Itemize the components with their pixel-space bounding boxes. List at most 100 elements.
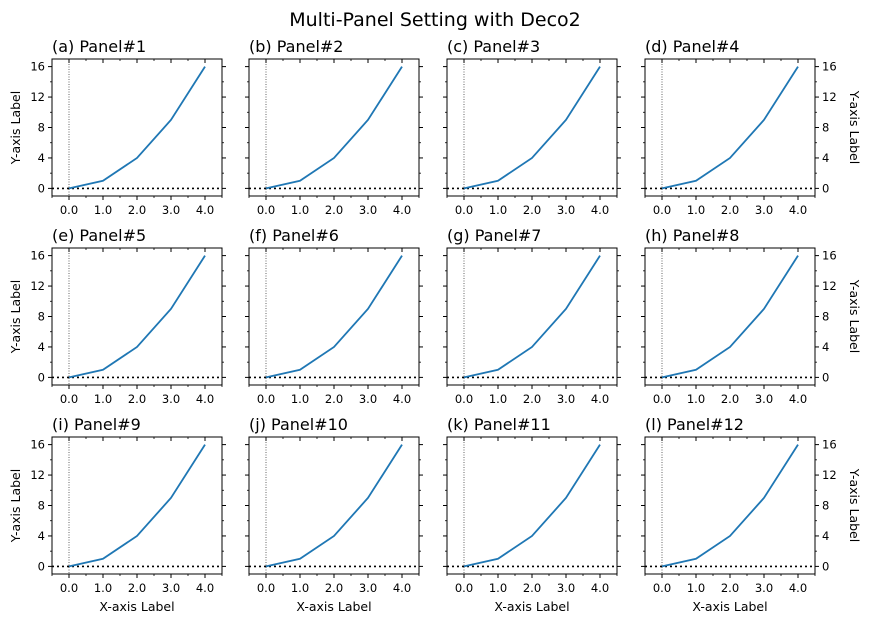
panel-3: (c) Panel#3 0.0 1.0 2.0 3.0 4.0 — [443, 37, 621, 217]
x-tick-label: 4.0 — [591, 581, 609, 595]
x-tick-label: 1.0 — [94, 392, 112, 406]
series-line — [265, 255, 403, 379]
y-tick-label: 12 — [30, 90, 45, 104]
y-axis-label-right: Y-axis Label — [847, 279, 862, 353]
y-tick-label-right: 4 — [822, 340, 829, 354]
x-tick-label: 4.0 — [591, 392, 609, 406]
y-tick-label: 16 — [30, 438, 45, 452]
x-tick-label: 3.0 — [557, 203, 575, 217]
y-tick-label: 12 — [30, 468, 45, 482]
panel-10: (j) Panel#10 0.0 1.0 2.0 3.0 4.0 X-axis Label — [245, 415, 423, 614]
y-tick-label: 4 — [38, 151, 45, 165]
panel-4: (d) Panel#4 0.0 1.0 2.0 3.0 4.0 0 4 8 12 16 Y-axis … — [641, 37, 862, 217]
x-tick-label: 4.0 — [789, 581, 807, 595]
y-tick-label-right: 0 — [822, 181, 829, 195]
series-line — [661, 444, 799, 568]
y-tick-label: 4 — [38, 340, 45, 354]
x-tick-label: 1.0 — [94, 581, 112, 595]
x-tick-label: 4.0 — [789, 203, 807, 217]
x-tick-label: 1.0 — [291, 581, 309, 595]
x-tick-label: 0.0 — [60, 203, 78, 217]
y-tick-label-right: 16 — [822, 60, 837, 74]
x-tick-label: 1.0 — [291, 203, 309, 217]
y-axis-label-right: Y-axis Label — [847, 468, 862, 542]
x-tick-label: 3.0 — [755, 581, 773, 595]
x-tick-label: 2.0 — [128, 581, 146, 595]
x-tick-label: 3.0 — [755, 392, 773, 406]
x-tick-label: 2.0 — [523, 203, 541, 217]
panel-8: (h) Panel#8 0.0 1.0 2.0 3.0 4.0 0 4 8 12 16 Y-axis … — [641, 226, 862, 406]
series-line — [68, 255, 206, 379]
x-tick-label: 0.0 — [60, 392, 78, 406]
series-line — [68, 66, 206, 190]
x-tick-label: 2.0 — [128, 392, 146, 406]
x-tick-label: 2.0 — [325, 581, 343, 595]
panel-title: (i) Panel#9 — [52, 415, 141, 434]
series-line — [265, 66, 403, 190]
series-line — [463, 255, 601, 379]
x-tick-label: 2.0 — [721, 581, 739, 595]
x-tick-label: 2.0 — [325, 392, 343, 406]
x-tick-label: 1.0 — [489, 392, 507, 406]
x-tick-label: 1.0 — [687, 581, 705, 595]
panel-title: (d) Panel#4 — [645, 37, 739, 56]
x-axis-label: X-axis Label — [692, 599, 767, 614]
series-line — [463, 444, 601, 568]
y-tick-label: 0 — [38, 370, 45, 384]
x-tick-label: 4.0 — [196, 581, 214, 595]
x-tick-label: 0.0 — [257, 203, 275, 217]
panel-title: (k) Panel#11 — [447, 415, 551, 434]
x-tick-label: 3.0 — [557, 392, 575, 406]
x-tick-label: 0.0 — [257, 392, 275, 406]
x-tick-label: 0.0 — [60, 581, 78, 595]
y-tick-label: 8 — [38, 499, 45, 513]
panel-title: (l) Panel#12 — [645, 415, 744, 434]
series-line — [661, 255, 799, 379]
panel-5: (e) Panel#5 0.0 1.0 2.0 3.0 4.0 0 4 8 12 16 Y-axis … — [8, 226, 226, 406]
y-tick-label: 4 — [38, 529, 45, 543]
x-tick-label: 3.0 — [359, 392, 377, 406]
panel-1: (a) Panel#1 0.0 1.0 2.0 3.0 4.0 0 4 8 12 16 Y-axis … — [8, 37, 226, 217]
y-tick-label: 0 — [38, 181, 45, 195]
x-tick-label: 4.0 — [393, 203, 411, 217]
panel-9: (i) Panel#9 0.0 1.0 2.0 3.0 4.0 0 4 8 12 16 X-axis … — [8, 415, 226, 614]
x-tick-label: 4.0 — [196, 392, 214, 406]
y-tick-label-right: 12 — [822, 90, 837, 104]
x-tick-label: 2.0 — [128, 203, 146, 217]
y-tick-label: 16 — [30, 249, 45, 263]
y-tick-label-right: 4 — [822, 529, 829, 543]
x-tick-label: 1.0 — [489, 581, 507, 595]
series-line — [265, 444, 403, 568]
x-tick-label: 4.0 — [591, 203, 609, 217]
x-tick-label: 4.0 — [393, 392, 411, 406]
panel-2: (b) Panel#2 0.0 1.0 2.0 3.0 4.0 — [245, 37, 423, 217]
x-tick-label: 4.0 — [196, 203, 214, 217]
y-tick-label-right: 16 — [822, 438, 837, 452]
y-tick-label: 8 — [38, 310, 45, 324]
y-tick-label-right: 12 — [822, 279, 837, 293]
panel-title: (a) Panel#1 — [52, 37, 146, 56]
x-tick-label: 3.0 — [359, 203, 377, 217]
x-axis-label: X-axis Label — [296, 599, 371, 614]
x-tick-label: 1.0 — [687, 203, 705, 217]
x-tick-label: 0.0 — [455, 392, 473, 406]
panel-title: (j) Panel#10 — [249, 415, 348, 434]
x-tick-label: 2.0 — [721, 203, 739, 217]
panel-title: (b) Panel#2 — [249, 37, 343, 56]
x-tick-label: 0.0 — [653, 392, 671, 406]
y-tick-label-right: 0 — [822, 559, 829, 573]
x-tick-label: 3.0 — [162, 392, 180, 406]
x-tick-label: 1.0 — [94, 203, 112, 217]
x-tick-label: 3.0 — [162, 581, 180, 595]
y-tick-label-right: 4 — [822, 151, 829, 165]
x-axis-label: X-axis Label — [99, 599, 174, 614]
x-tick-label: 3.0 — [557, 581, 575, 595]
y-tick-label-right: 12 — [822, 468, 837, 482]
y-axis-label-right: Y-axis Label — [847, 90, 862, 164]
x-tick-label: 0.0 — [257, 581, 275, 595]
panel-title: (c) Panel#3 — [447, 37, 540, 56]
panel-title: (h) Panel#8 — [645, 226, 739, 245]
y-tick-label: 16 — [30, 60, 45, 74]
x-tick-label: 4.0 — [393, 581, 411, 595]
